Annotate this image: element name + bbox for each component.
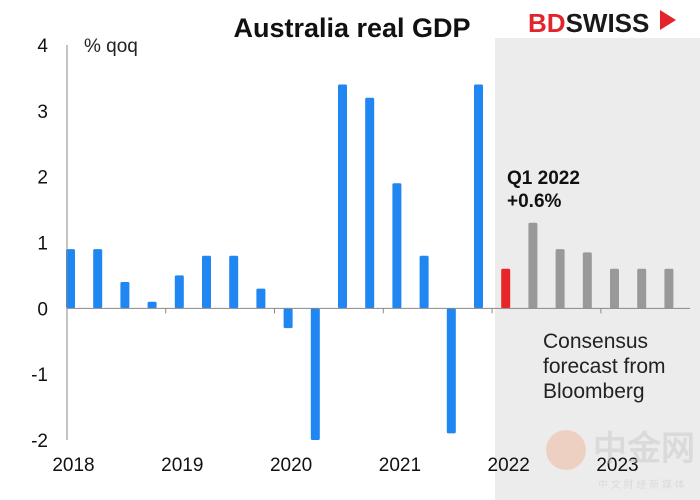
brand-logo: BDSWISS xyxy=(528,8,676,38)
y-tick-labels: 4 3 2 1 0 -1 -2 xyxy=(31,36,48,452)
brand-part1: BD xyxy=(528,8,566,38)
y-tick-label: 2 xyxy=(37,168,48,189)
forecast-annotation-line3: Bloomberg xyxy=(543,380,645,403)
bar-2018-q2 xyxy=(93,249,103,309)
x-tick-label: 2022 xyxy=(488,455,530,476)
latest-annotation-period: Q1 2022 xyxy=(507,168,580,189)
bar-2020-q4 xyxy=(365,97,375,309)
y-tick-label: -2 xyxy=(31,431,48,452)
y-tick-label: 4 xyxy=(37,36,48,57)
bar-2023-q1 xyxy=(610,268,619,309)
watermark-logo-icon xyxy=(546,430,586,470)
forecast-annotation-line2: forecast from xyxy=(543,355,666,378)
watermark-subtext: 中 文 财 经 新 媒 体 xyxy=(598,478,685,491)
bar-2022-q3 xyxy=(555,249,565,309)
bar-2020-q2 xyxy=(310,308,320,440)
bar-2021-q2 xyxy=(419,255,429,309)
bars-group xyxy=(66,84,674,440)
svg-text:BDSWISS: BDSWISS xyxy=(528,8,649,38)
x-tick-label: 2019 xyxy=(161,455,203,476)
brand-part2: SWISS xyxy=(566,8,650,38)
x-tick-label: 2020 xyxy=(270,455,312,476)
forecast-annotation-line1: Consensus xyxy=(543,330,648,353)
bar-2022-q4 xyxy=(582,252,592,309)
brand-swoosh-icon xyxy=(660,10,676,30)
bar-2018-q4 xyxy=(147,301,157,309)
bar-2023-q2 xyxy=(637,268,647,309)
x-tick-marks xyxy=(165,308,602,314)
watermark: 中金网 中 文 财 经 新 媒 体 xyxy=(546,429,695,491)
bar-2019-q4 xyxy=(256,288,266,309)
bar-2020-q3 xyxy=(338,84,347,309)
bar-2022-q1 xyxy=(501,268,511,309)
x-tick-labels: 2018 2019 2020 2021 2022 2023 xyxy=(52,455,638,476)
y-tick-label: 3 xyxy=(37,102,48,123)
y-axis-unit-label: % qoq xyxy=(84,36,138,57)
bar-2021-q4 xyxy=(474,84,483,309)
bar-2021-q3 xyxy=(446,308,456,434)
bar-2019-q1 xyxy=(174,275,184,309)
bar-2020-q1 xyxy=(283,308,293,329)
y-tick-label: -1 xyxy=(31,365,48,386)
bar-2019-q2 xyxy=(202,255,211,309)
latest-annotation-value: +0.6% xyxy=(507,191,562,212)
watermark-text: 中金网 xyxy=(593,429,695,468)
bar-2018-q1 xyxy=(66,249,75,309)
y-tick-label: 0 xyxy=(37,299,48,320)
bar-2021-q1 xyxy=(392,183,402,309)
x-tick-label: 2023 xyxy=(596,455,638,476)
x-tick-label: 2018 xyxy=(52,455,94,476)
bar-2023-q3 xyxy=(664,268,674,309)
bar-2018-q3 xyxy=(120,282,130,309)
bar-2022-q2 xyxy=(528,222,538,309)
chart-title: Australia real GDP xyxy=(233,13,470,43)
x-tick-label: 2021 xyxy=(379,455,421,476)
bar-2019-q3 xyxy=(229,255,239,309)
y-tick-label: 1 xyxy=(37,234,48,255)
